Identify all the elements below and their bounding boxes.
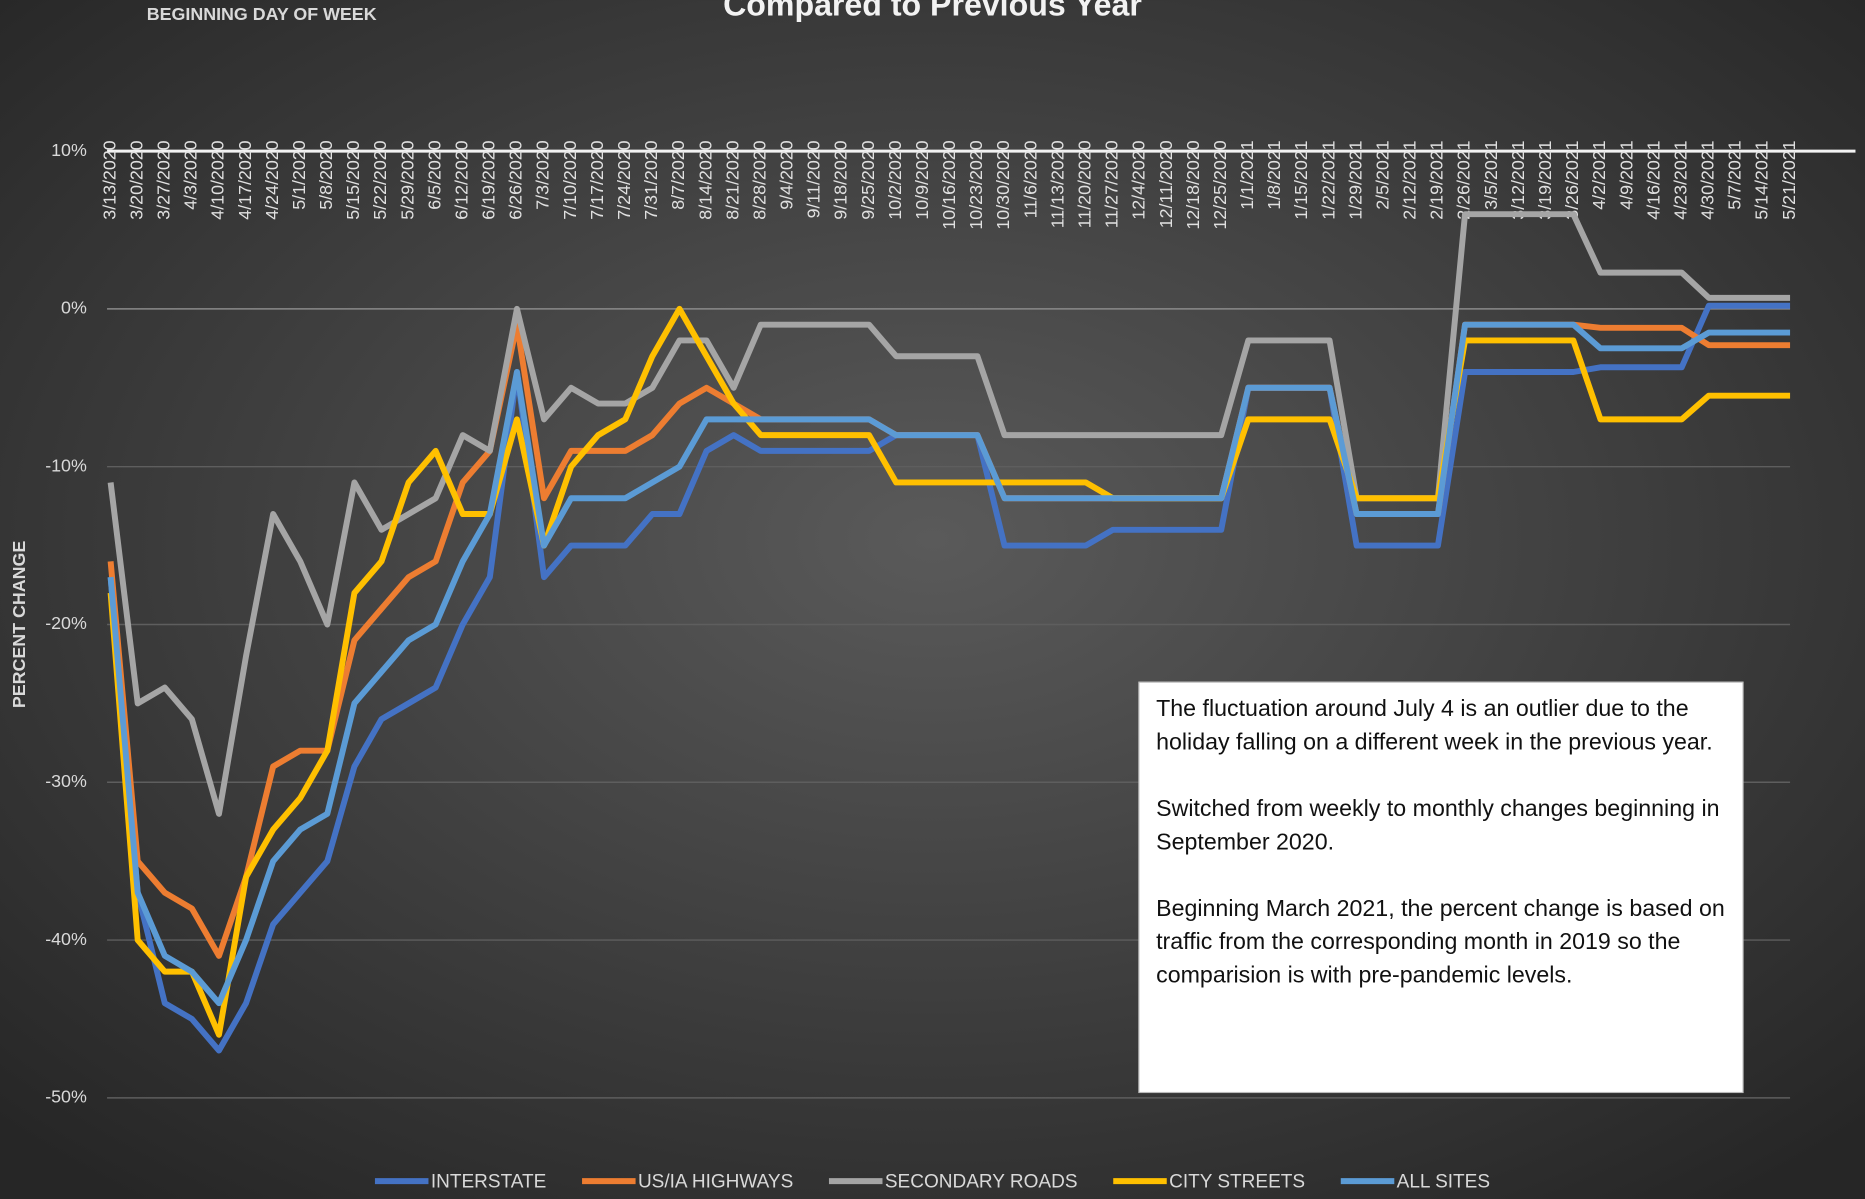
x-tick-label: 3/13/2020: [99, 140, 119, 219]
legend-label: INTERSTATE: [431, 1171, 547, 1192]
x-tick-label: 2/19/2021: [1427, 140, 1447, 219]
x-tick-label: 6/5/2020: [424, 140, 444, 209]
legend-item: ALL SITES: [1340, 1171, 1490, 1192]
x-tick-label: 7/3/2020: [533, 140, 553, 209]
x-tick-label: 10/9/2020: [912, 140, 932, 219]
x-tick-label: 4/30/2021: [1698, 140, 1718, 219]
x-tick-label: 5/21/2021: [1779, 140, 1799, 219]
x-tick-label: 4/10/2020: [208, 140, 228, 219]
x-tick-label: 6/26/2020: [506, 140, 526, 219]
x-tick-label: 4/17/2020: [235, 140, 255, 219]
y-axis-label: PERCENT CHANGE: [9, 541, 29, 709]
x-tick-label: 10/23/2020: [966, 140, 986, 229]
x-tick-label: 4/9/2021: [1616, 140, 1636, 209]
x-tick-label: 1/22/2021: [1318, 140, 1338, 219]
annotation-box: The fluctuation around July 4 is an outl…: [1138, 681, 1744, 1094]
x-axis-label: BEGINNING DAY OF WEEK: [147, 4, 377, 24]
x-tick-label: 8/14/2020: [695, 140, 715, 219]
x-tick-label: 7/31/2020: [641, 140, 661, 219]
y-tick-label: 10%: [51, 140, 87, 160]
x-tick-label: 10/16/2020: [939, 140, 959, 229]
x-tick-label: 3/20/2020: [126, 140, 146, 219]
x-tick-label: 8/28/2020: [749, 140, 769, 219]
legend-label: CITY STREETS: [1169, 1171, 1305, 1192]
x-tick-label: 6/19/2020: [479, 140, 499, 219]
x-tick-label: 3/5/2021: [1481, 140, 1501, 209]
x-tick-label: 2/5/2021: [1372, 140, 1392, 209]
x-tick-label: 7/10/2020: [560, 140, 580, 219]
x-tick-label: 2/26/2021: [1454, 140, 1474, 219]
x-tick-label: 2/12/2021: [1400, 140, 1420, 219]
legend-label: SECONDARY ROADS: [885, 1171, 1078, 1192]
x-tick-label: 12/18/2020: [1183, 140, 1203, 229]
legend-item: CITY STREETS: [1113, 1171, 1305, 1192]
legend-label: ALL SITES: [1397, 1171, 1490, 1192]
x-tick-label: 3/12/2021: [1508, 140, 1528, 219]
x-tick-label: 3/27/2020: [154, 140, 174, 219]
series-line: [107, 321, 1791, 1007]
x-tick-label: 5/22/2020: [370, 140, 390, 219]
legend: INTERSTATE US/IA HIGHWAYS SECONDARY ROADS C…: [374, 1171, 1490, 1192]
x-tick-label: 5/1/2020: [289, 140, 309, 209]
x-tick-label: 11/27/2020: [1102, 140, 1122, 228]
x-tick-label: 8/7/2020: [668, 140, 688, 209]
annotation: The fluctuation around July 4 is an outl…: [1138, 681, 1744, 1094]
legend-item: INTERSTATE: [374, 1171, 547, 1192]
x-tick-label: 1/15/2021: [1291, 140, 1311, 219]
x-tick-label: 5/7/2021: [1725, 140, 1745, 209]
x-tick-label: 7/17/2020: [587, 140, 607, 219]
y-tick-label: -40%: [45, 929, 87, 949]
x-tick-label: 5/29/2020: [397, 140, 417, 219]
x-tick-label: 12/25/2020: [1210, 140, 1230, 229]
chart-title: Compared to Previous Year: [723, 0, 1142, 23]
y-tick-label: -30%: [45, 771, 87, 791]
plot-area: [107, 211, 1791, 1054]
x-tick-label: 1/29/2021: [1345, 140, 1365, 219]
annotation-text: The fluctuation around July 4 is an outl…: [1156, 695, 1713, 756]
y-tick-label: 0%: [61, 298, 87, 318]
x-tick-label: 8/21/2020: [722, 140, 742, 219]
x-tick-label: 5/15/2020: [343, 140, 363, 219]
x-tick-label: 1/1/2021: [1237, 140, 1257, 209]
x-tick-label: 5/8/2020: [316, 140, 336, 209]
x-tick-label: 6/12/2020: [451, 140, 471, 219]
legend-item: US/IA HIGHWAYS: [582, 1171, 793, 1192]
series-line: [107, 305, 1791, 1038]
x-tick-label: 10/30/2020: [993, 140, 1013, 229]
x-tick-label: 3/26/2021: [1562, 140, 1582, 219]
grid: -50% -40% -30% -20% -10% 0% 10% 3/13/2020 3/20/2…: [45, 140, 1856, 1107]
annotation-text: Beginning March 2021, the percent change…: [1156, 895, 1725, 989]
series-line: [107, 211, 1791, 817]
x-tick-label: 9/18/2020: [831, 140, 851, 219]
x-tick-label: 1/8/2021: [1264, 140, 1284, 209]
x-tick-label: 11/6/2020: [1020, 140, 1040, 218]
x-tick-label: 4/23/2021: [1670, 140, 1690, 219]
legend-label: US/IA HIGHWAYS: [638, 1171, 793, 1192]
x-tick-label: 9/25/2020: [858, 140, 878, 219]
x-tick-label: 5/14/2021: [1752, 140, 1772, 219]
x-tick-label: 7/24/2020: [614, 140, 634, 219]
x-tick-label: 3/19/2021: [1535, 140, 1555, 219]
x-tick-label: 4/24/2020: [262, 140, 282, 219]
x-tick-label: 12/4/2020: [1129, 140, 1149, 219]
x-tick-label: 12/11/2020: [1156, 140, 1176, 228]
annotation-text: Switched from weekly to monthly changes …: [1156, 795, 1720, 856]
x-tick-label: 11/13/2020: [1047, 140, 1067, 228]
x-tick-label: 9/11/2020: [804, 140, 824, 218]
y-tick-label: -50%: [45, 1087, 87, 1107]
x-tick-label: 4/2/2021: [1589, 140, 1609, 209]
y-tick-label: -10%: [45, 455, 87, 475]
y-tick-label: -20%: [45, 613, 87, 633]
x-tick-label: 4/16/2021: [1643, 140, 1663, 219]
x-tick-label: 10/2/2020: [885, 140, 905, 219]
legend-item: SECONDARY ROADS: [828, 1171, 1078, 1192]
x-tick-label: 9/4/2020: [777, 140, 797, 209]
x-tick-label: 11/20/2020: [1074, 140, 1094, 228]
x-tick-label: 4/3/2020: [181, 140, 201, 209]
